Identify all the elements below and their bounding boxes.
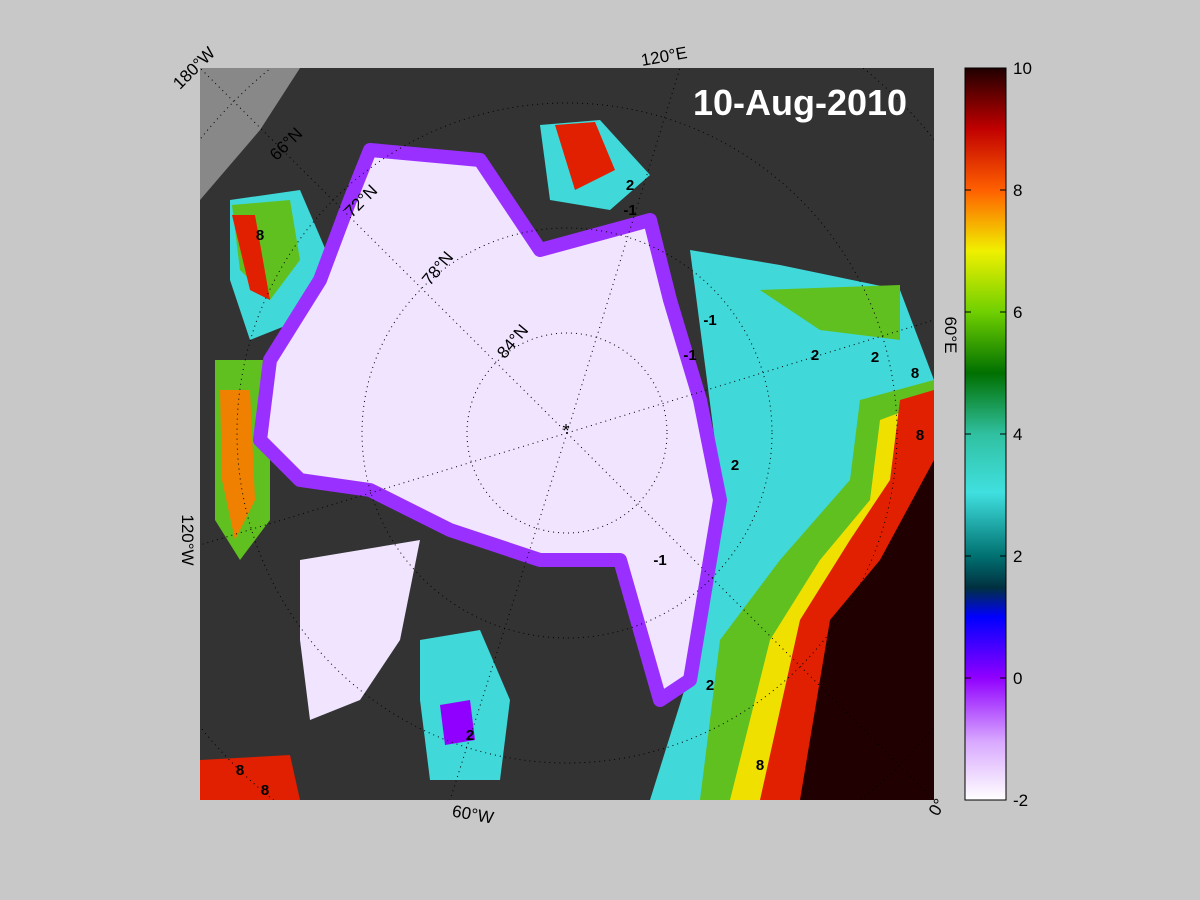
ocean-orange	[220, 390, 255, 540]
contour-label: 2	[871, 349, 879, 366]
contour-label: -1	[703, 312, 716, 329]
contour-label: 8	[756, 757, 764, 774]
sea-ice	[300, 540, 420, 720]
contour-label: 2	[626, 177, 634, 194]
colorbar	[964, 67, 1007, 801]
contour-label: 8	[911, 365, 919, 382]
sea-ice	[253, 143, 727, 707]
pole-marker: *	[562, 421, 569, 441]
longitude-label: 120°E	[639, 43, 688, 70]
colorbar-tick-label: 10	[1013, 59, 1032, 78]
contour-label: 2	[731, 457, 739, 474]
ocean-purple	[440, 700, 475, 745]
map: *	[200, 68, 934, 800]
colorbar-tick-label: 6	[1013, 303, 1022, 322]
contour-label: 8	[256, 227, 264, 244]
contour-label: -1	[623, 202, 636, 219]
contour-label: 8	[236, 762, 244, 779]
colorbar-tick-label: 0	[1013, 669, 1022, 688]
graticule	[200, 68, 934, 800]
contour-label: -1	[653, 552, 666, 569]
colorbar-tick-label: -2	[1013, 791, 1028, 810]
contour-label: 8	[261, 782, 269, 799]
contour-label: 8	[916, 427, 924, 444]
map-title: 10-Aug-2010	[693, 82, 907, 123]
ocean-green	[760, 285, 900, 340]
colorbar-tick-label: 2	[1013, 547, 1022, 566]
colorbar-tick-label: 4	[1013, 425, 1022, 444]
contour-label: 2	[811, 347, 819, 364]
ocean-red	[232, 215, 270, 300]
longitude-label: 60°E	[941, 316, 960, 353]
longitude-label: 60°W	[451, 802, 495, 828]
land-gray	[200, 68, 300, 200]
colorbar-tick-label: 8	[1013, 181, 1022, 200]
ocean-red	[200, 755, 300, 800]
longitude-label: 120°W	[178, 514, 197, 565]
contour-label: -1	[683, 347, 696, 364]
contour-label: 2	[466, 727, 474, 744]
ocean-dark	[800, 460, 934, 800]
contour-label: 2	[706, 677, 714, 694]
ocean-red	[555, 122, 615, 190]
